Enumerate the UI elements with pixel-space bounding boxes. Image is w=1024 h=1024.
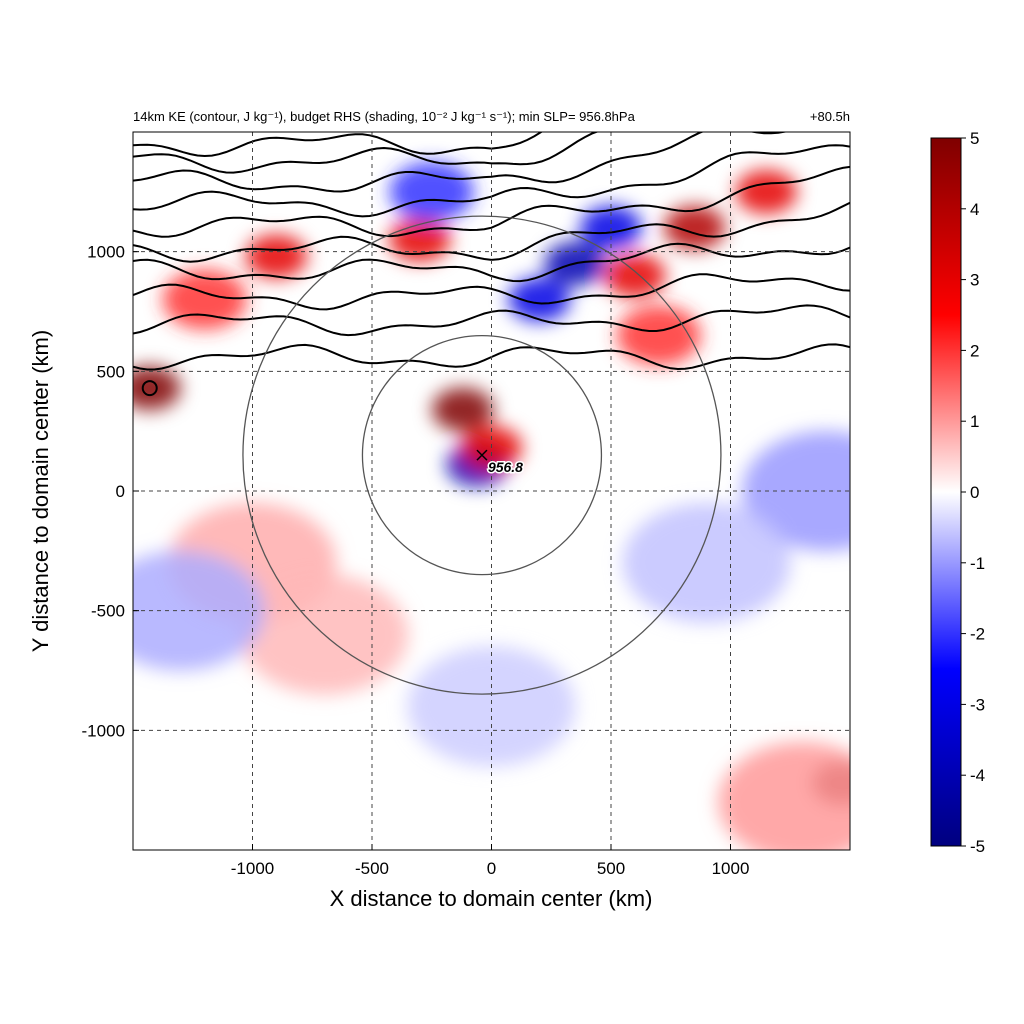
x-tick-label: -1000 [231, 859, 274, 878]
y-tick-label: -1000 [82, 721, 125, 740]
x-tick-label: -500 [355, 859, 389, 878]
colorbar-tick-label: 2 [970, 341, 979, 360]
colorbar-tick-label: 1 [970, 412, 979, 431]
shading-feature [133, 366, 181, 411]
storm-center-marker [476, 449, 488, 461]
x-tick-label: 0 [487, 859, 496, 878]
shading-feature [622, 502, 791, 623]
shading-feature [718, 742, 850, 850]
shading-feature [432, 387, 494, 432]
shading-feature [508, 277, 571, 322]
x-axis: -1000 -500 0 500 1000 [231, 844, 750, 878]
colorbar-tick-label: 4 [970, 200, 979, 219]
colorbar: 5 4 3 2 1 0 -1 -2 -3 -4 -5 [930, 129, 985, 856]
shading-feature [604, 253, 666, 298]
ke-contour-line [133, 201, 850, 263]
shading-feature [663, 205, 726, 250]
ke-contour-closed [141, 380, 158, 397]
y-axis-label: Y distance to domain center (km) [28, 330, 53, 652]
colorbar-tick-label: 5 [970, 129, 979, 148]
shading-feature [580, 205, 642, 250]
shading-layer [133, 161, 850, 850]
colorbar-tick-label: 0 [970, 483, 979, 502]
shading-feature [389, 161, 474, 222]
colorbar-tick-label: -3 [970, 695, 985, 714]
shading-feature [742, 431, 850, 551]
shading-feature [407, 646, 576, 767]
min-slp-label: 956.8 [488, 459, 523, 475]
shading-feature [162, 269, 247, 330]
ke-contour-line [133, 165, 850, 238]
range-ring [361, 334, 603, 576]
x-axis-label: X distance to domain center (km) [330, 886, 653, 911]
time-label: +80.5h [810, 109, 850, 124]
colorbar-gradient [930, 137, 962, 847]
shading-feature [735, 169, 798, 214]
x-tick-label: 500 [597, 859, 625, 878]
x-tick-label: 1000 [712, 859, 750, 878]
y-axis: 1000 500 0 -500 -1000 [82, 243, 139, 740]
colorbar-tick-label: 3 [970, 271, 979, 290]
y-tick-label: 1000 [87, 243, 125, 262]
ke-contour-line [133, 132, 599, 174]
colorbar-ticks: 5 4 3 2 1 0 -1 -2 -3 -4 -5 [961, 129, 985, 856]
range-ring [242, 215, 722, 695]
colorbar-tick-label: -4 [970, 766, 985, 785]
y-tick-label: 500 [97, 362, 125, 381]
colorbar-tick-label: -2 [970, 625, 985, 644]
chart-title: 14km KE (contour, J kg⁻¹), budget RHS (s… [133, 109, 636, 124]
shading-feature [245, 234, 308, 279]
plot-area: 956.8 [132, 131, 851, 851]
colorbar-tick-label: -1 [970, 554, 985, 573]
y-tick-label: -500 [91, 602, 125, 621]
y-tick-label: 0 [116, 482, 125, 501]
colorbar-tick-label: -5 [970, 837, 985, 856]
storm-center: 956.8 [476, 449, 525, 477]
range-rings [242, 215, 722, 695]
